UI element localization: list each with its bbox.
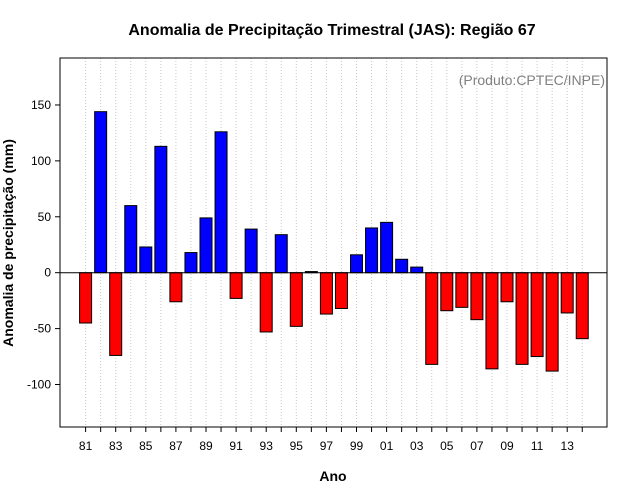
plot-frame bbox=[59, 57, 608, 428]
bar-1998 bbox=[334, 272, 348, 309]
bar-1984 bbox=[124, 205, 138, 274]
y-tick-label: 0 bbox=[44, 266, 51, 280]
bar-2012 bbox=[545, 272, 559, 372]
bar-2005 bbox=[440, 272, 454, 312]
y-tick-label: -50 bbox=[34, 322, 52, 336]
bar-2013 bbox=[560, 272, 574, 314]
bar-2003 bbox=[410, 266, 424, 274]
bar-1986 bbox=[154, 145, 168, 274]
bar-2011 bbox=[530, 272, 544, 358]
product-annotation: (Produto:CPTEC/INPE) bbox=[459, 72, 605, 88]
bar-2009 bbox=[500, 272, 514, 303]
x-tick-label: 81 bbox=[79, 439, 93, 453]
chart-title: Anomalia de Precipitação Trimestral (JAS… bbox=[128, 22, 535, 39]
y-axis-label: Anomalia de precipitação (mm) bbox=[0, 139, 16, 347]
bar-1987 bbox=[169, 272, 183, 303]
x-axis: 81 83 85 87 89 91 93 95 97 99 01 03 05 07 09 11 13 bbox=[79, 427, 583, 453]
y-tick-label: 150 bbox=[31, 98, 51, 112]
bar-2008 bbox=[485, 272, 499, 370]
x-tick-label: 03 bbox=[410, 439, 424, 453]
bar-1983 bbox=[109, 272, 123, 356]
bar-1985 bbox=[139, 246, 153, 274]
x-tick-label: 99 bbox=[350, 439, 364, 453]
y-tick-label: -100 bbox=[27, 378, 51, 392]
bar-1997 bbox=[319, 272, 333, 315]
bar-2014 bbox=[575, 272, 589, 340]
bar-2001 bbox=[380, 221, 394, 274]
bar-2004 bbox=[425, 272, 439, 365]
x-tick-label: 01 bbox=[380, 439, 394, 453]
bar-1994 bbox=[274, 234, 288, 274]
x-tick-label: 97 bbox=[320, 439, 334, 453]
x-tick-label: 05 bbox=[440, 439, 454, 453]
x-tick-label: 93 bbox=[260, 439, 274, 453]
x-tick-label: 85 bbox=[139, 439, 153, 453]
x-tick-label: 95 bbox=[290, 439, 304, 453]
x-tick-label: 13 bbox=[561, 439, 575, 453]
x-tick-label: 87 bbox=[169, 439, 183, 453]
x-tick-label: 11 bbox=[531, 439, 544, 453]
x-tick-label: 89 bbox=[199, 439, 213, 453]
bar-1995 bbox=[289, 272, 303, 327]
bar-2010 bbox=[515, 272, 529, 365]
bar-1999 bbox=[350, 254, 363, 274]
bar-2002 bbox=[395, 258, 409, 274]
y-tick-label: 50 bbox=[38, 210, 52, 224]
bar-1993 bbox=[259, 272, 273, 333]
bar-2000 bbox=[365, 227, 379, 274]
bar-1989 bbox=[199, 217, 213, 274]
x-tick-label: 83 bbox=[109, 439, 123, 453]
y-tick-label: 100 bbox=[31, 154, 51, 168]
bar-1991 bbox=[229, 272, 243, 299]
bar-1992 bbox=[244, 228, 258, 274]
bars bbox=[79, 111, 589, 372]
bar-1981 bbox=[79, 272, 93, 324]
bar-2007 bbox=[470, 272, 484, 321]
x-axis-label: Ano bbox=[319, 468, 346, 484]
bar-1982 bbox=[94, 111, 108, 274]
bar-1988 bbox=[184, 252, 198, 274]
bar-1990 bbox=[214, 131, 228, 274]
x-tick-label: 09 bbox=[500, 439, 514, 453]
x-tick-label: 07 bbox=[470, 439, 484, 453]
bar-2006 bbox=[455, 272, 469, 308]
x-tick-label: 91 bbox=[229, 439, 243, 453]
y-axis: -100 -50 0 50 100 150 bbox=[27, 98, 60, 392]
